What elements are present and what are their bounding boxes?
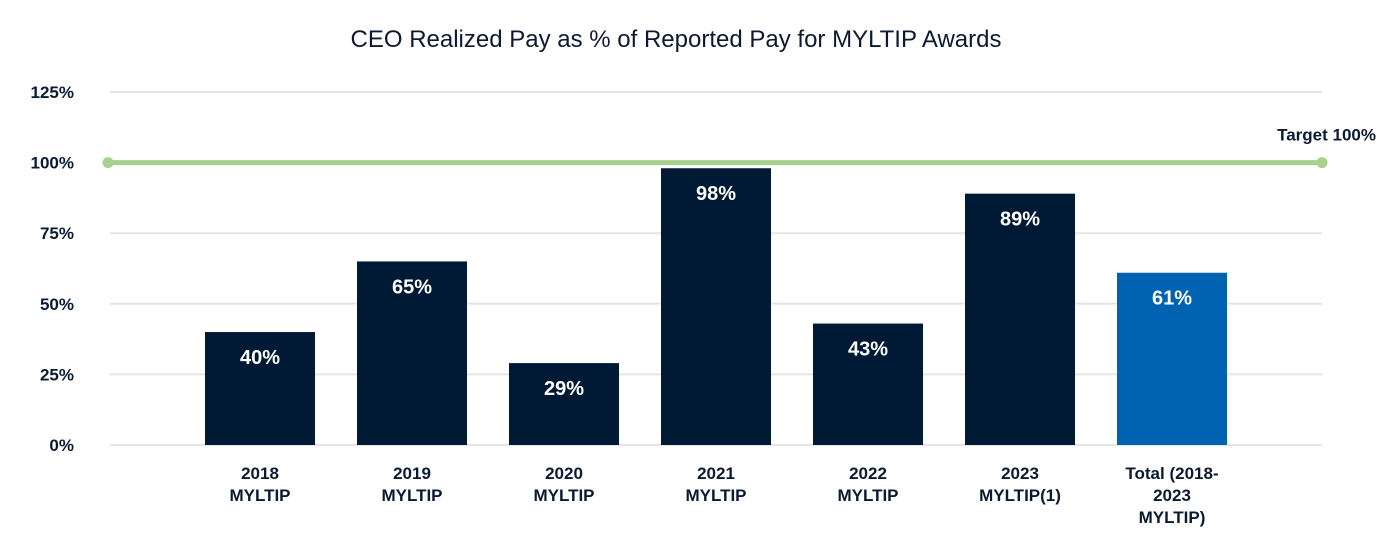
bar xyxy=(509,363,619,445)
data-label: 98% xyxy=(696,183,736,205)
category-label: 2022 MYLTIP xyxy=(837,464,898,505)
chart-title: CEO Realized Pay as % of Reported Pay fo… xyxy=(350,26,1002,53)
data-label: 65% xyxy=(392,276,432,298)
data-label: 43% xyxy=(848,339,888,361)
target-line-end-marker xyxy=(1316,157,1328,169)
bar xyxy=(357,261,467,445)
y-tick-label: 100% xyxy=(31,154,74,173)
y-tick-label: 125% xyxy=(31,83,74,102)
category-label: Total (2018-2023 MYLTIP) xyxy=(1125,464,1218,527)
data-label: 89% xyxy=(1000,209,1040,231)
y-tick-label: 50% xyxy=(40,295,74,314)
y-tick-label: 0% xyxy=(49,436,74,455)
category-label: 2018 MYLTIP xyxy=(229,464,290,505)
category-label: 2020 MYLTIP xyxy=(533,464,594,505)
y-tick-label: 75% xyxy=(40,224,74,243)
bar xyxy=(965,193,1075,445)
bar xyxy=(1117,272,1227,445)
category-label: 2019 MYLTIP xyxy=(381,464,442,505)
y-tick-label: 25% xyxy=(40,365,74,384)
bar xyxy=(661,168,771,446)
target-line-label: Target 100% xyxy=(1277,126,1376,145)
category-label: 2023 MYLTIP(1) xyxy=(979,464,1061,505)
data-label: 61% xyxy=(1152,288,1192,310)
data-label: 40% xyxy=(240,347,280,369)
target-line-start-marker xyxy=(102,157,114,169)
bar xyxy=(813,323,923,445)
data-label: 29% xyxy=(544,378,584,400)
bar xyxy=(205,332,315,445)
category-label: 2021 MYLTIP xyxy=(685,464,746,505)
